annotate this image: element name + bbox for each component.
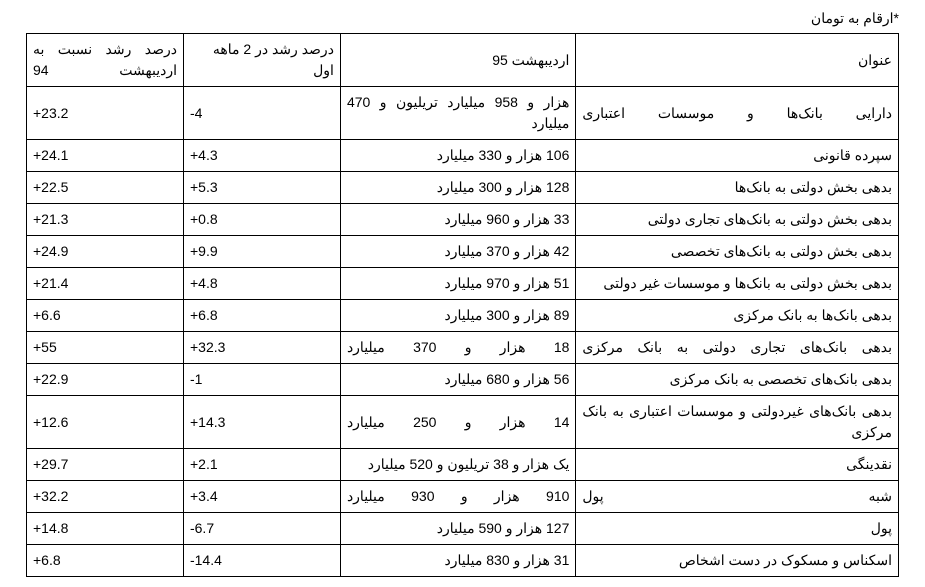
cell-amount: 51 هزار و 970 میلیارد bbox=[340, 268, 575, 300]
cell-amount: 89 هزار و 300 میلیارد bbox=[340, 300, 575, 332]
table-row: سپرده قانونی106 هزار و 330 میلیارد+4.3+2… bbox=[27, 140, 899, 172]
header-title: عنوان bbox=[576, 34, 899, 87]
cell-growth-yoy: +12.6 bbox=[27, 396, 184, 449]
cell-growth-yoy: +22.9 bbox=[27, 364, 184, 396]
cell-growth-2mo: +9.9 bbox=[183, 236, 340, 268]
cell-growth-yoy: +22.5 bbox=[27, 172, 184, 204]
cell-title: بدهی بانک‌های تجاری دولتی به بانک مرکزی bbox=[576, 332, 899, 364]
cell-title: بدهی بانک‌ها به بانک مرکزی bbox=[576, 300, 899, 332]
cell-growth-yoy: +6.6 bbox=[27, 300, 184, 332]
cell-growth-yoy: +32.2 bbox=[27, 481, 184, 513]
cell-amount: هزار و 958 میلیارد تریلیون و 470 میلیارد bbox=[340, 87, 575, 140]
cell-growth-yoy: +24.1 bbox=[27, 140, 184, 172]
cell-growth-2mo: +4.3 bbox=[183, 140, 340, 172]
cell-amount: 42 هزار و 370 میلیارد bbox=[340, 236, 575, 268]
cell-growth-2mo: +2.1 bbox=[183, 449, 340, 481]
cell-growth-2mo: +5.3 bbox=[183, 172, 340, 204]
cell-amount: 910 هزار و 930 میلیارد bbox=[340, 481, 575, 513]
table-row: بدهی بخش دولتی به بانک‌ها و موسسات غیر د… bbox=[27, 268, 899, 300]
cell-title: شبه پول bbox=[576, 481, 899, 513]
cell-amount: 33 هزار و 960 میلیارد bbox=[340, 204, 575, 236]
table-row: نقدینگییک هزار و 38 تریلیون و 520 میلیار… bbox=[27, 449, 899, 481]
table-row: پول127 هزار و 590 میلیارد-6.7+14.8 bbox=[27, 513, 899, 545]
cell-growth-yoy: +24.9 bbox=[27, 236, 184, 268]
cell-growth-yoy: +21.3 bbox=[27, 204, 184, 236]
table-header-row: عنوان اردیبهشت 95 درصد رشد در 2 ماهه اول… bbox=[27, 34, 899, 87]
table-row: بدهی بخش دولتی به بانک‌های تخصصی42 هزار … bbox=[27, 236, 899, 268]
currency-note: *ارقام به تومان bbox=[26, 10, 899, 27]
cell-title: بدهی بانک‌های تخصصی به بانک مرکزی bbox=[576, 364, 899, 396]
cell-title: بدهی بخش دولتی به بانک‌های تخصصی bbox=[576, 236, 899, 268]
cell-growth-2mo: -6.7 bbox=[183, 513, 340, 545]
cell-amount: 127 هزار و 590 میلیارد bbox=[340, 513, 575, 545]
cell-title: بدهی بخش دولتی به بانک‌های تجاری دولتی bbox=[576, 204, 899, 236]
cell-growth-yoy: +23.2 bbox=[27, 87, 184, 140]
cell-title: بدهی بخش دولتی به بانک‌ها bbox=[576, 172, 899, 204]
cell-growth-2mo: -4 bbox=[183, 87, 340, 140]
table-row: بدهی بانک‌ها به بانک مرکزی89 هزار و 300 … bbox=[27, 300, 899, 332]
cell-amount: 18 هزار و 370 میلیارد bbox=[340, 332, 575, 364]
cell-title: بدهی بانک‌های غیردولتی و موسسات اعتباری … bbox=[576, 396, 899, 449]
cell-title: بدهی بخش دولتی به بانک‌ها و موسسات غیر د… bbox=[576, 268, 899, 300]
table-row: بدهی بانک‌های غیردولتی و موسسات اعتباری … bbox=[27, 396, 899, 449]
table-row: دارایی بانک‌ها و موسسات اعتباریهزار و 95… bbox=[27, 87, 899, 140]
cell-title: دارایی بانک‌ها و موسسات اعتباری bbox=[576, 87, 899, 140]
cell-growth-2mo: +14.3 bbox=[183, 396, 340, 449]
cell-growth-yoy: +55 bbox=[27, 332, 184, 364]
cell-growth-2mo: +4.8 bbox=[183, 268, 340, 300]
table-row: شبه پول910 هزار و 930 میلیارد+3.4+32.2 bbox=[27, 481, 899, 513]
cell-growth-2mo: +6.8 bbox=[183, 300, 340, 332]
cell-amount: 56 هزار و 680 میلیارد bbox=[340, 364, 575, 396]
cell-amount: 14 هزار و 250 میلیارد bbox=[340, 396, 575, 449]
cell-growth-yoy: +29.7 bbox=[27, 449, 184, 481]
header-growth-2mo: درصد رشد در 2 ماهه اول bbox=[183, 34, 340, 87]
financial-table: عنوان اردیبهشت 95 درصد رشد در 2 ماهه اول… bbox=[26, 33, 899, 577]
cell-growth-2mo: -1 bbox=[183, 364, 340, 396]
cell-amount: 128 هزار و 300 میلیارد bbox=[340, 172, 575, 204]
cell-title: سپرده قانونی bbox=[576, 140, 899, 172]
header-amount: اردیبهشت 95 bbox=[340, 34, 575, 87]
cell-growth-yoy: +21.4 bbox=[27, 268, 184, 300]
table-row: بدهی بخش دولتی به بانک‌ها128 هزار و 300 … bbox=[27, 172, 899, 204]
cell-growth-2mo: +32.3 bbox=[183, 332, 340, 364]
cell-title: نقدینگی bbox=[576, 449, 899, 481]
header-growth-yoy: درصد رشد نسبت به اردیبهشت 94 bbox=[27, 34, 184, 87]
cell-growth-yoy: +14.8 bbox=[27, 513, 184, 545]
cell-amount: یک هزار و 38 تریلیون و 520 میلیارد bbox=[340, 449, 575, 481]
cell-growth-2mo: +0.8 bbox=[183, 204, 340, 236]
cell-growth-2mo: +3.4 bbox=[183, 481, 340, 513]
table-row: بدهی بانک‌های تخصصی به بانک مرکزی56 هزار… bbox=[27, 364, 899, 396]
table-row: بدهی بخش دولتی به بانک‌های تجاری دولتی33… bbox=[27, 204, 899, 236]
cell-title: پول bbox=[576, 513, 899, 545]
table-row: بدهی بانک‌های تجاری دولتی به بانک مرکزی1… bbox=[27, 332, 899, 364]
table-body: دارایی بانک‌ها و موسسات اعتباریهزار و 95… bbox=[27, 87, 899, 577]
cell-amount: 106 هزار و 330 میلیارد bbox=[340, 140, 575, 172]
